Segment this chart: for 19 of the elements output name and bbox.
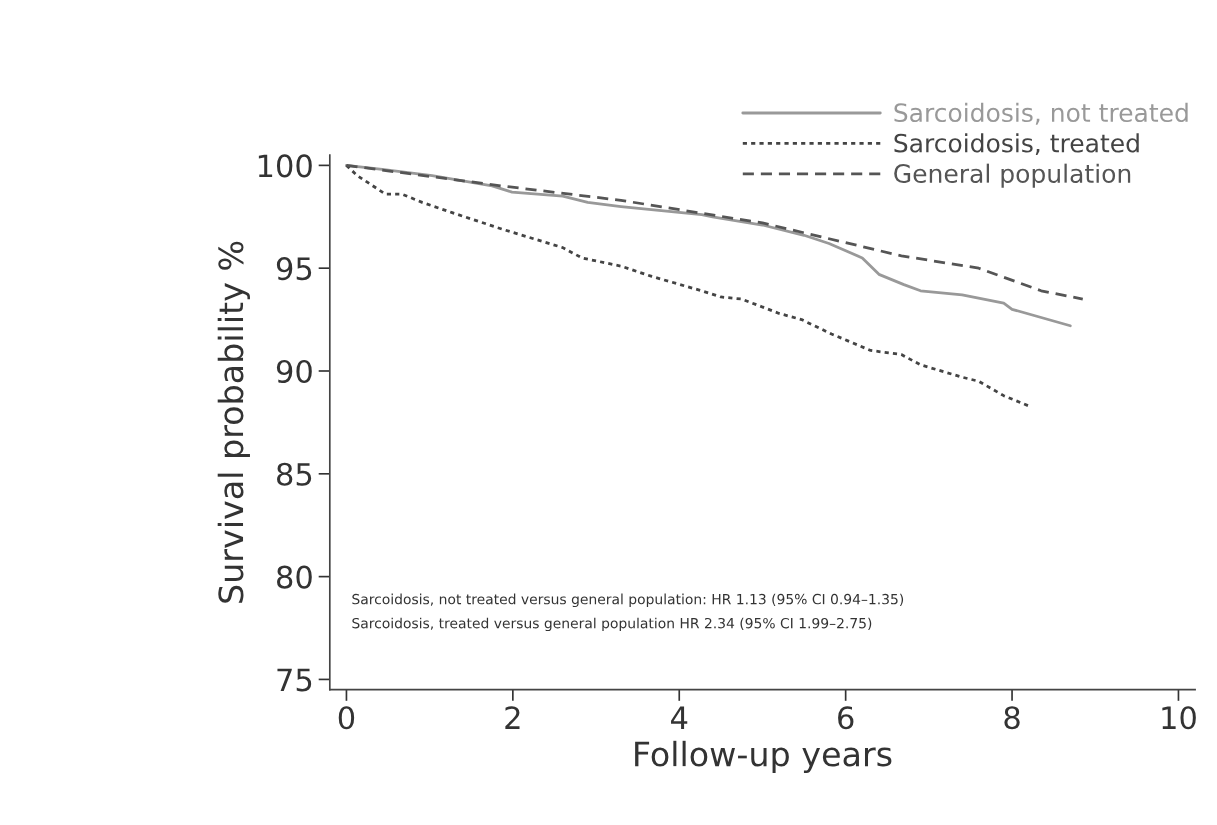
annotation: Sarcoidosis, not treated versus general population: HR 1.13 (95% CI 0.94–1.35) (352, 593, 904, 608)
y-tick-label: 80 (277, 565, 312, 589)
text: General population (894, 163, 1131, 188)
x-tick-label: 6 (838, 706, 854, 730)
x-tick-label: 0 (338, 706, 355, 730)
x-tick-label: 10 (1162, 706, 1196, 730)
y-tick-label: 100 (258, 154, 312, 178)
text: Sarcoidosis, not treated (894, 102, 1188, 125)
y-axis-title: Survival probability % (217, 241, 250, 603)
x-tick-label: 4 (671, 706, 688, 729)
y-tick-label: 75 (277, 668, 312, 692)
y-tick-label: 90 (276, 359, 312, 384)
x-axis-title: Follow-up years (635, 740, 892, 774)
y-tick-label: 85 (277, 462, 312, 486)
text: Sarcoidosis, treated (894, 133, 1139, 156)
annotation: Sarcoidosis, treated versus general population HR 2.34 (95% CI 1.99–2.75) (352, 617, 872, 632)
x-tick-label: 8 (1004, 706, 1020, 730)
x-tick-label: 2 (505, 706, 520, 729)
y-tick-label: 95 (276, 257, 312, 281)
